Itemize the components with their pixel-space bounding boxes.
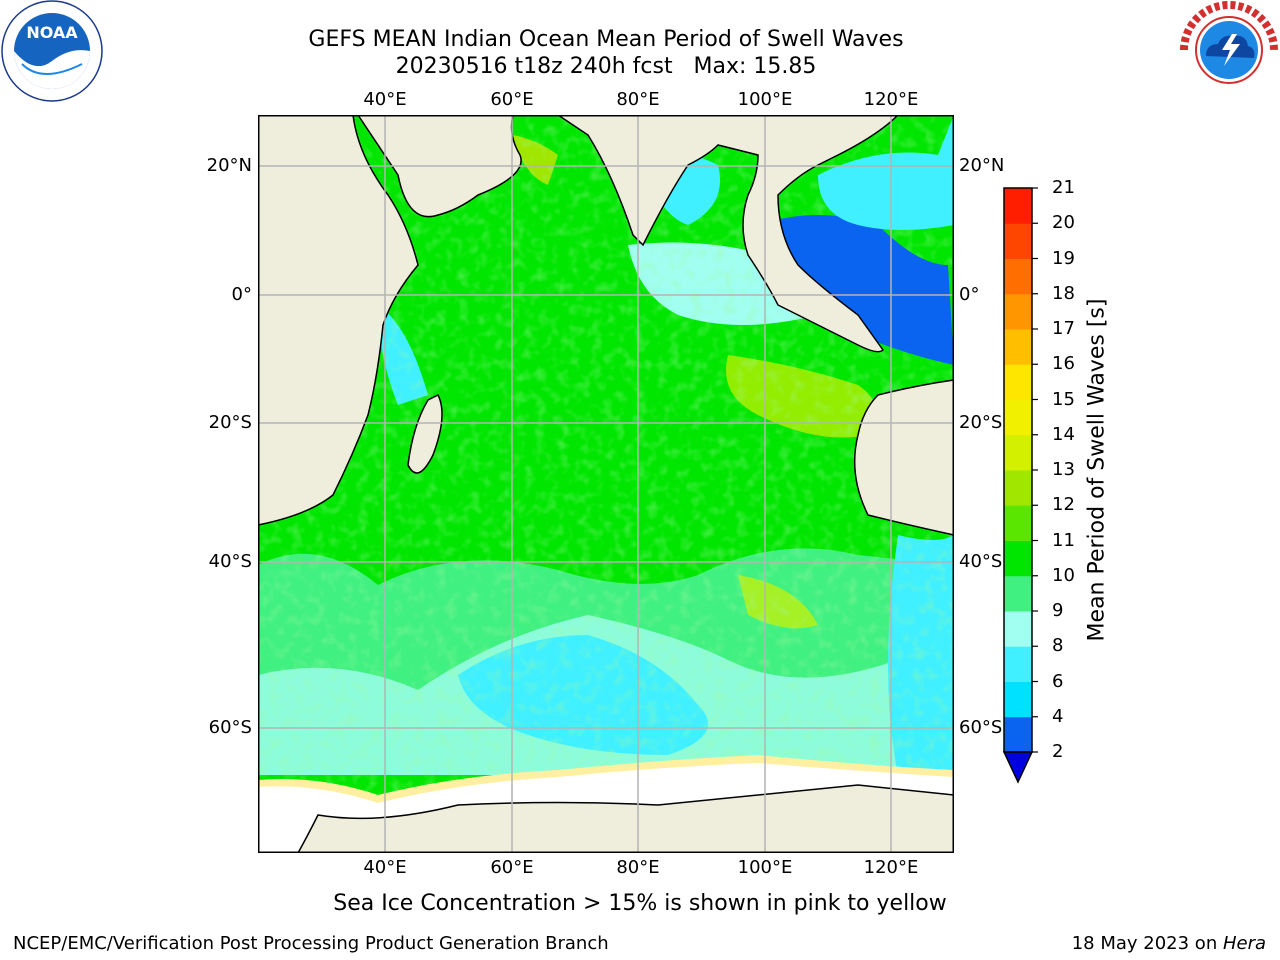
lon-tick-top: 40°E — [363, 89, 407, 110]
lon-tick-bottom: 80°E — [616, 857, 660, 878]
land-arabia — [258, 115, 522, 218]
sea-ice-note: Sea Ice Concentration > 15% is shown in … — [333, 891, 947, 916]
lon-tick-top: 60°E — [490, 89, 534, 110]
colorbar-segment — [1004, 188, 1032, 224]
noaa-logo: NOAA — [1, 0, 103, 102]
footer-date: 18 May 2023 on Hera — [1072, 933, 1266, 954]
lon-tick-bottom: 100°E — [737, 857, 793, 878]
lon-tick-top: 120°E — [863, 89, 919, 110]
colorbar-segment — [1004, 540, 1032, 577]
map-title: GEFS MEAN Indian Ocean Mean Period of Sw… — [308, 27, 904, 52]
footer-host: Hera — [1222, 933, 1266, 954]
lat-tick-right: 60°S — [959, 717, 1003, 738]
lat-tick-right: 0° — [959, 284, 980, 305]
colorbar-tick: 14 — [1052, 423, 1075, 445]
lon-tick-bottom: 60°E — [490, 857, 534, 878]
colorbar-segment — [1004, 434, 1032, 471]
colorbar-segment — [1004, 505, 1032, 541]
colorbar-segment — [1004, 681, 1032, 718]
colorbar-tick: 12 — [1052, 494, 1075, 516]
colorbar-segment — [1004, 258, 1032, 295]
lat-tick-left: 0° — [231, 284, 252, 305]
lat-tick-left: 20°S — [208, 412, 252, 433]
nws-logo — [1180, 1, 1278, 98]
colorbar-tick: 17 — [1052, 318, 1075, 339]
colorbar — [1002, 187, 1038, 784]
colorbar-label: Mean Period of Swell Waves [s] — [1084, 298, 1110, 642]
colorbar-segment — [1004, 575, 1032, 612]
land-india-asia — [556, 115, 900, 353]
lon-tick-bottom: 120°E — [863, 857, 919, 878]
colorbar-tick: 13 — [1052, 459, 1075, 480]
lat-tick-right: 20°N — [959, 155, 1005, 176]
colorbar-tick: 6 — [1052, 670, 1064, 692]
land-antarctica — [297, 784, 954, 853]
colorbar-tick: 20 — [1052, 212, 1075, 234]
colorbar-tick: 21 — [1052, 177, 1075, 198]
colorbar-under-arrow — [1002, 751, 1034, 784]
lat-tick-left: 40°S — [208, 551, 252, 572]
colorbar-tick: 2 — [1052, 741, 1064, 762]
lat-tick-right: 40°S — [959, 551, 1003, 572]
colorbar-segment — [1004, 293, 1032, 330]
colorbar-segment — [1004, 716, 1032, 753]
colorbar-tick: 4 — [1052, 705, 1064, 727]
footer-credit: NCEP/EMC/Verification Post Processing Pr… — [13, 933, 609, 954]
colorbar-segment — [1004, 399, 1032, 436]
colorbar-tick: 10 — [1052, 564, 1075, 586]
colorbar-segment — [1004, 470, 1032, 506]
colorbar-tick: 18 — [1052, 282, 1075, 304]
lat-tick-right: 20°S — [959, 412, 1003, 433]
lat-tick-left: 60°S — [208, 717, 252, 738]
lon-tick-top: 80°E — [616, 89, 660, 110]
colorbar-tick: 11 — [1052, 529, 1075, 551]
colorbar-tick: 8 — [1052, 635, 1064, 657]
colorbar-segment — [1004, 646, 1032, 682]
map-subtitle: 20230516 t18z 240h fcst Max: 15.85 — [395, 54, 817, 79]
colorbar-segment — [1004, 223, 1032, 259]
colorbar-tick: 15 — [1052, 388, 1075, 410]
colorbar-tick: 16 — [1052, 353, 1075, 375]
grid-lines — [258, 115, 954, 853]
colorbar-tick: 19 — [1052, 247, 1075, 269]
lat-tick-left: 20°N — [206, 155, 252, 176]
swell-region-seasia — [758, 215, 954, 365]
lon-tick-top: 100°E — [737, 89, 793, 110]
land-australia — [853, 379, 954, 536]
noaa-logo-text: NOAA — [26, 23, 78, 42]
map-border — [258, 115, 954, 853]
colorbar-segment — [1004, 329, 1032, 365]
lon-tick-bottom: 40°E — [363, 857, 407, 878]
map-panel — [258, 115, 954, 853]
swell-region-scs — [818, 115, 954, 230]
colorbar-tick: 9 — [1052, 600, 1064, 621]
footer-date-text: 18 May 2023 on — [1071, 933, 1223, 954]
colorbar-segment — [1004, 364, 1032, 400]
colorbar-segment — [1004, 611, 1032, 647]
